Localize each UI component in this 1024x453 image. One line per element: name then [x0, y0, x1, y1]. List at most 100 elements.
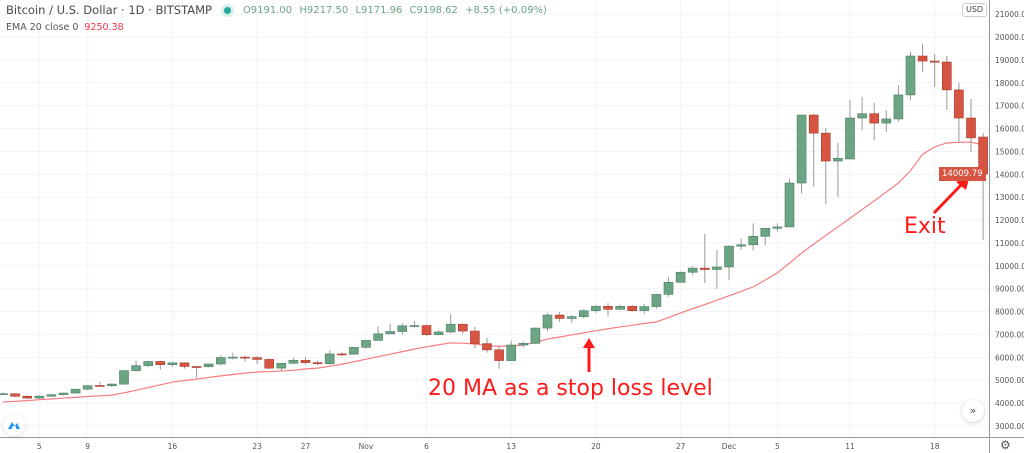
candle [0, 392, 8, 396]
price-tick-label: 7000.00 [995, 330, 1024, 339]
currency-badge[interactable]: USD [962, 3, 988, 17]
candle [869, 102, 880, 140]
time-tick-label: 27 [676, 442, 686, 451]
candle [10, 393, 20, 398]
price-tick-label: 3000.00 [995, 422, 1024, 431]
candle-body [881, 118, 892, 124]
candle-body [119, 370, 129, 385]
candle-body [893, 94, 904, 120]
candle-body [191, 366, 202, 368]
candle-body [905, 55, 916, 96]
candle-body [530, 327, 541, 344]
candle-body [240, 356, 250, 359]
settings-gear-icon[interactable]: ⚙ [1000, 438, 1011, 452]
candle [373, 326, 383, 341]
ema-value: 9250.38 [84, 22, 124, 33]
candle-body [627, 306, 638, 311]
candle [591, 304, 601, 313]
price-tick-label: 15000.00 [995, 147, 1024, 156]
candle [457, 323, 468, 334]
candle-body [361, 340, 371, 348]
ema-layer [2, 141, 984, 403]
candle [385, 324, 396, 335]
candle [687, 266, 698, 275]
candle-body [228, 356, 238, 359]
candle-body [373, 333, 383, 341]
price-tick-label: 17000.00 [995, 102, 1024, 111]
price-tick-label: 5000.00 [995, 376, 1024, 385]
time-tick-label: 23 [252, 442, 262, 451]
candle-body [724, 245, 734, 268]
close-value: C9198.62 [409, 5, 458, 16]
time-tick-label: 13 [506, 442, 516, 451]
candle [542, 312, 553, 332]
candle [288, 357, 299, 365]
price-tick-label: 8000.00 [995, 308, 1024, 317]
candle [954, 82, 964, 143]
price-tick-label: 18000.00 [995, 79, 1024, 88]
candle-body [155, 361, 166, 365]
last-price-label: 14009.79 [939, 167, 986, 181]
candle [808, 113, 819, 187]
candle-body [58, 392, 69, 395]
candle-body [917, 55, 928, 62]
candle [833, 142, 843, 197]
candle [312, 360, 323, 366]
candle [784, 178, 795, 228]
candle-body [578, 310, 589, 317]
candle-body [760, 228, 771, 237]
candle-body [639, 306, 650, 311]
tradingview-logo-icon[interactable] [3, 414, 25, 436]
price-axis[interactable]: 3000.00 4000.00 5000.00 6000.00 7000.00 8000.… [995, 10, 1024, 431]
symbol-title[interactable]: Bitcoin / U.S. Dollar · 1D · BITSTAMP [6, 3, 212, 17]
price-tick-label: 10000.00 [995, 262, 1024, 271]
candle [349, 346, 359, 355]
candle-body [433, 331, 444, 336]
time-axis[interactable]: 5 9 16 23 27 Nov 6 13 20 27 Dec 5 11 18 [37, 442, 940, 451]
candle-body [276, 363, 287, 369]
candle-body [615, 306, 625, 310]
time-tick-label: 27 [301, 442, 311, 451]
exit-annotation: Exit [904, 214, 946, 239]
candle-body [833, 158, 843, 162]
candle-body [808, 114, 819, 134]
candle [143, 360, 153, 368]
candle [445, 314, 456, 334]
candle-body [966, 117, 976, 139]
candle-body [22, 395, 33, 399]
candle-body [409, 325, 420, 327]
candle [651, 293, 662, 309]
stop-loss-annotation: 20 MA as a stop loss level [428, 376, 713, 401]
candle [566, 315, 577, 324]
candle-body [336, 353, 347, 356]
candle-body [46, 394, 57, 397]
candle [433, 330, 444, 336]
candle [796, 114, 807, 194]
candle-body [82, 385, 93, 390]
candle [482, 337, 492, 353]
scroll-to-realtime-button[interactable]: » [962, 400, 984, 422]
candle-body [748, 236, 759, 246]
candle-body [385, 331, 396, 335]
candle [470, 326, 480, 349]
candle-body [349, 346, 359, 355]
candle [639, 303, 650, 314]
price-tick-label: 11000.00 [995, 239, 1024, 248]
ohlc-values: O9191.00 H9217.50 L9171.96 C9198.62 +8.5… [243, 3, 551, 18]
candle-body [457, 323, 468, 332]
candle [941, 56, 952, 111]
ema-legend[interactable]: EMA 20 close 0 9250.38 [6, 22, 124, 34]
candle [494, 346, 504, 369]
time-tick-label: 9 [85, 442, 90, 451]
candle [929, 53, 940, 87]
candles-layer [0, 43, 988, 400]
candle-body [591, 306, 601, 311]
candle [409, 320, 420, 328]
candle [966, 99, 976, 152]
candle-body [675, 271, 686, 283]
candle-body [203, 363, 214, 368]
candle-body [95, 385, 105, 387]
candle [857, 96, 867, 130]
candle-body [107, 383, 117, 387]
